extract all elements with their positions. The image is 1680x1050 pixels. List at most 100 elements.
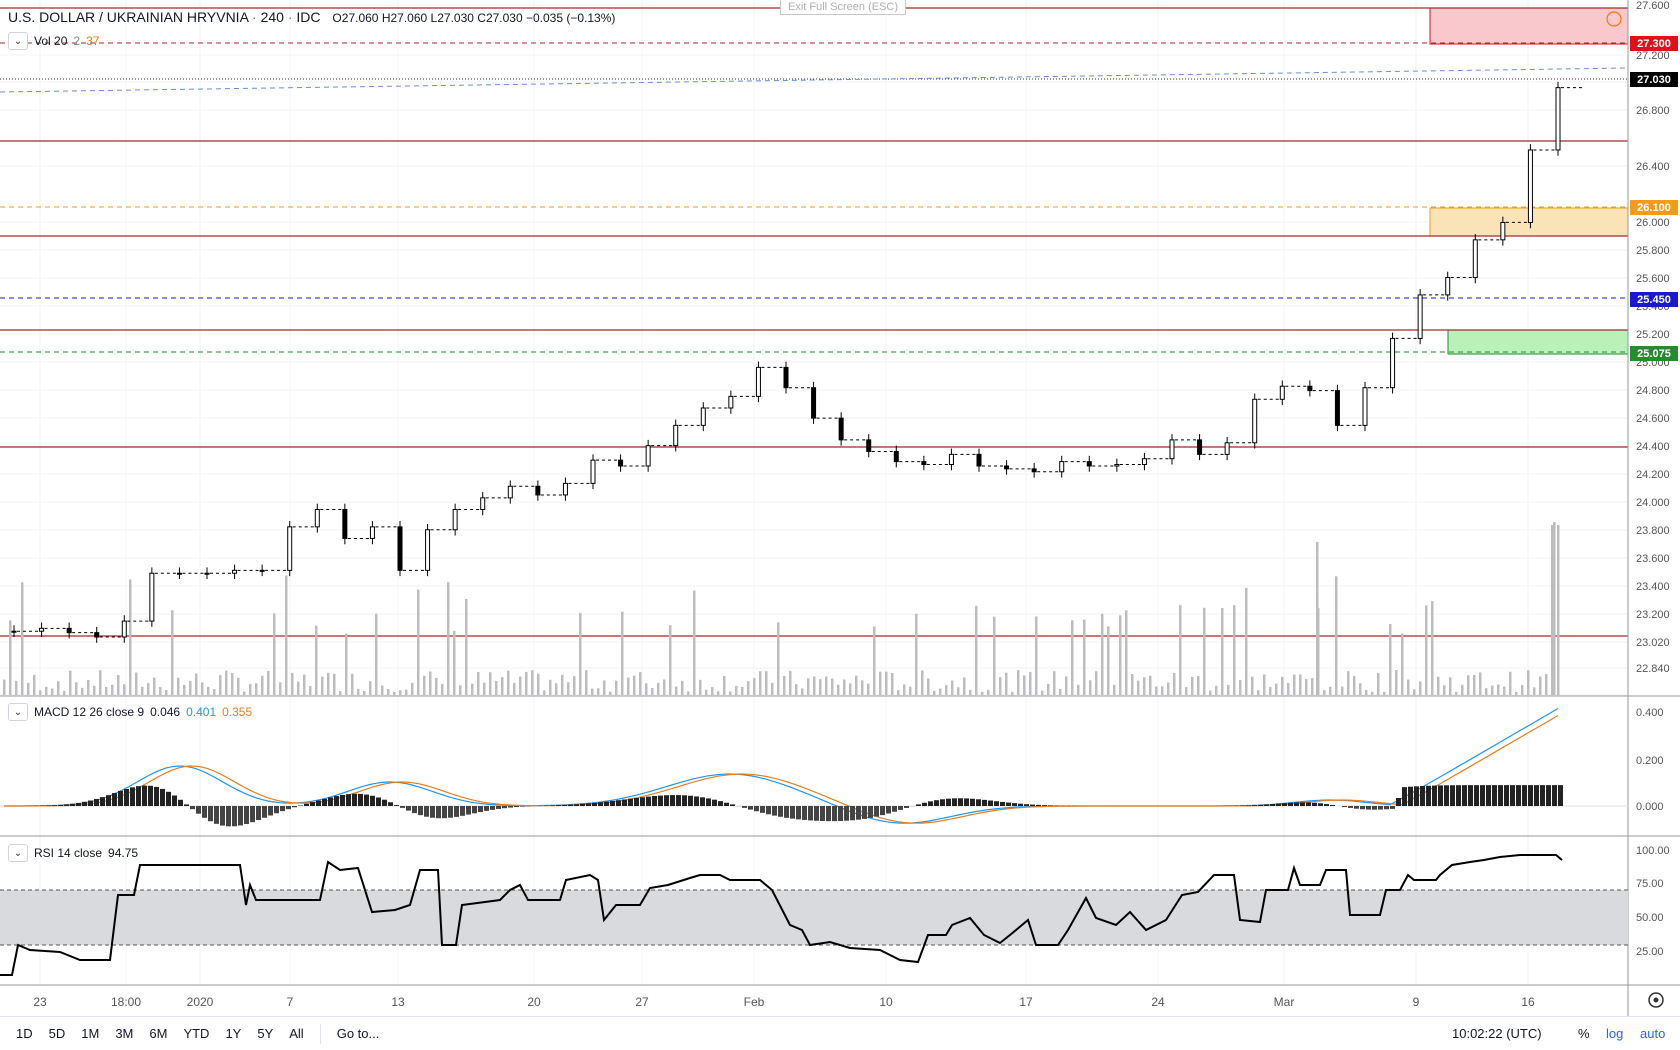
volume-bar (183, 684, 186, 695)
volume-bar (1083, 619, 1086, 695)
price-axis-label: 24.600 (1636, 413, 1670, 425)
volume-bar (1041, 690, 1044, 695)
volume-bar (471, 683, 474, 695)
volume-bar (675, 686, 678, 695)
chevron-down-icon[interactable]: ⌄ (8, 32, 28, 50)
volume-indicator-name: Vol 20 (34, 34, 68, 48)
volume-bar (1491, 685, 1494, 695)
macd-histogram-bar (316, 800, 321, 806)
volume-bar (369, 681, 372, 695)
volume-bar (327, 672, 330, 695)
volume-bar (453, 630, 456, 695)
volume-bar (285, 575, 288, 695)
macd-histogram-bar (136, 786, 141, 806)
macd-histogram-bar (1492, 785, 1497, 806)
macd-histogram-bar (742, 806, 747, 808)
volume-bar (939, 688, 942, 695)
macd-histogram-bar (388, 802, 393, 806)
macd-histogram-bar (1540, 785, 1545, 806)
volume-bar (789, 670, 792, 695)
volume-bar (567, 682, 570, 695)
volume-bar (897, 690, 900, 695)
price-tag-label: 25.450 (1637, 294, 1671, 306)
macd-histogram-bar (1396, 798, 1401, 806)
volume-bar (801, 688, 804, 695)
macd-histogram-bar (592, 802, 597, 806)
volume-bar (561, 674, 564, 695)
volume-bar (45, 686, 48, 695)
price-axis-label: 24.800 (1636, 385, 1670, 397)
range-button-3m[interactable]: 3M (115, 1026, 134, 1041)
macd-histogram-bar (298, 805, 303, 806)
macd-histogram-bar (1456, 785, 1461, 806)
volume-bar (795, 684, 798, 695)
volume-bar (933, 690, 936, 695)
volume-bar (39, 690, 42, 695)
range-button-ytd[interactable]: YTD (183, 1026, 210, 1041)
macd-histogram-bar (280, 806, 285, 812)
range-button-5y[interactable]: 5Y (257, 1026, 274, 1041)
log-toggle[interactable]: log (1606, 1026, 1624, 1041)
auto-toggle[interactable]: auto (1640, 1026, 1666, 1041)
goto-button[interactable]: Go to... (336, 1026, 380, 1041)
macd-histogram-bar (1444, 785, 1449, 806)
volume-bar (75, 682, 78, 695)
macd-histogram-bar (166, 791, 171, 806)
macd-histogram-bar (340, 794, 345, 806)
candle-body (1114, 464, 1120, 467)
volume-bar (891, 672, 894, 695)
volume-bar (1455, 691, 1458, 695)
volume-bar (1293, 674, 1296, 695)
time-axis-label: 2020 (187, 995, 214, 1009)
macd-histogram-bar (664, 795, 669, 806)
warning-icon[interactable] (1606, 11, 1622, 27)
high-value: 27.060 (390, 11, 428, 25)
volume-bar (1089, 680, 1092, 695)
macd-histogram-bar (358, 793, 363, 806)
volume-bar (831, 678, 834, 695)
volume-bar (465, 598, 468, 695)
macd-histogram-bar (1546, 785, 1551, 806)
gear-icon[interactable] (1648, 992, 1664, 1008)
exit-fullscreen-button[interactable]: Exit Full Screen (ESC) (780, 0, 906, 15)
volume-bar (687, 691, 690, 695)
price-axis-label: 24.200 (1636, 469, 1670, 481)
macd-histogram-bar (322, 798, 327, 806)
percent-toggle[interactable]: % (1578, 1026, 1590, 1041)
volume-bar (1239, 679, 1242, 695)
range-button-1y[interactable]: 1Y (225, 1026, 242, 1041)
price-axis-label: 23.020 (1636, 637, 1670, 649)
volume-bar (81, 687, 84, 695)
range-button-1d[interactable]: 1D (16, 1026, 33, 1041)
volume-bar (1275, 683, 1278, 695)
rsi-value: 94.75 (108, 846, 139, 860)
volume-bar (213, 689, 216, 695)
range-button-all[interactable]: All (289, 1026, 304, 1041)
candle-body (1555, 87, 1561, 151)
volume-bar (1167, 682, 1170, 695)
range-button-5d[interactable]: 5D (48, 1026, 66, 1041)
volume-bar (741, 686, 744, 695)
volume-bar (1485, 688, 1488, 695)
macd-histogram-bar (1252, 805, 1257, 806)
price-axis-label: 25.800 (1636, 245, 1670, 257)
volume-bar (1413, 689, 1416, 695)
volume-bar (1209, 690, 1212, 695)
range-button-6m[interactable]: 6M (149, 1026, 168, 1041)
volume-bar (249, 684, 252, 695)
macd-histogram-bar (550, 805, 555, 806)
volume-bar (363, 690, 366, 695)
volume-bar (1251, 676, 1254, 695)
chevron-down-icon[interactable]: ⌄ (8, 844, 28, 862)
macd-histogram-bar (862, 806, 867, 819)
range-button-1m[interactable]: 1M (81, 1026, 100, 1041)
volume-bar (231, 673, 234, 695)
change-value: −0.035 (−0.13%) (525, 11, 616, 25)
volume-bar (1071, 620, 1074, 695)
macd-axis-label: 0.200 (1636, 755, 1664, 767)
macd-histogram-bar (1276, 803, 1281, 806)
chevron-down-icon[interactable]: ⌄ (8, 703, 28, 721)
volume-bar (507, 670, 510, 695)
rsi-indicator-name: RSI 14 close (34, 846, 103, 860)
